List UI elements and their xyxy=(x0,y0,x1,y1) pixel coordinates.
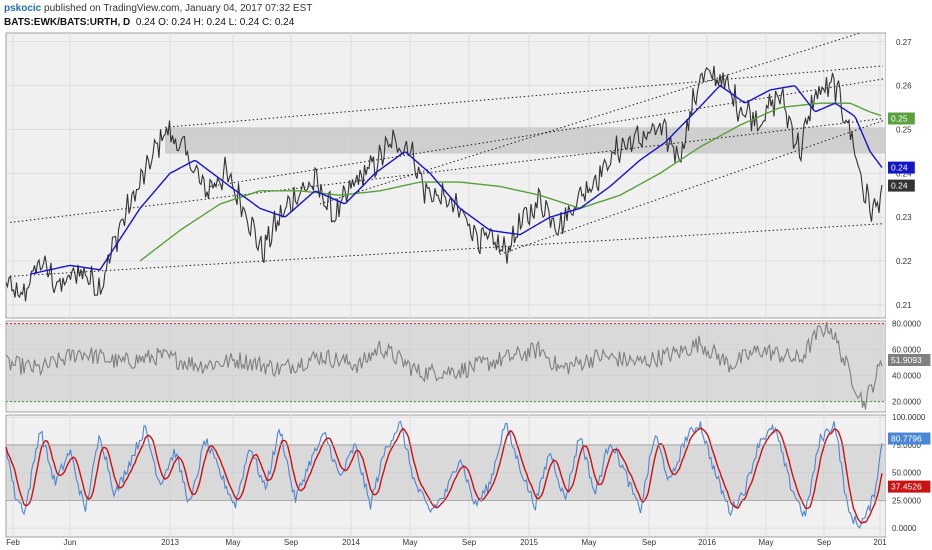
x-tick-label: Feb xyxy=(6,538,20,547)
rsi-y-tick: 60.0000 xyxy=(892,346,921,355)
last-label-stoch-k-bg xyxy=(888,432,931,445)
last-label-stoch-k: 80.7796 xyxy=(891,434,922,444)
publish-header: pskocic published on TradingView.com, Ja… xyxy=(4,3,312,14)
last-label-stoch-d: 37.4526 xyxy=(891,482,922,492)
author-link[interactable]: pskocic xyxy=(4,3,42,14)
trendlines xyxy=(9,32,884,277)
last-label-price-bg xyxy=(888,179,915,192)
reference-lines xyxy=(6,323,886,501)
last-label-stoch-d-bg xyxy=(888,480,931,493)
trendline xyxy=(164,65,884,128)
price-y-tick: 0.26 xyxy=(896,82,912,91)
published-text: published on TradingView.com, January 04… xyxy=(44,3,313,14)
symbol-header: BATS:EWK/BATS:URTH, D 0.24 O: 0.24 H: 0.… xyxy=(4,17,294,28)
x-tick-label: Jun xyxy=(64,538,77,547)
x-tick-label: Sep xyxy=(284,538,299,547)
price-y-tick: 0.24 xyxy=(896,169,912,178)
axes: Feb Jun 2013 May Sep 2014 May Sep 2015 May Sep 2016… xyxy=(6,38,926,547)
price-y-tick: 0.21 xyxy=(896,301,912,310)
stoch-d-line xyxy=(5,427,883,524)
rsi-y-tick: 40.0000 xyxy=(892,372,921,381)
last-label-price: 0.24 xyxy=(891,181,908,191)
slow-ma-line xyxy=(139,102,882,262)
price-y-tick: 0.22 xyxy=(896,257,912,266)
last-label-rsi: 51.9093 xyxy=(891,355,922,365)
trendline xyxy=(319,32,861,205)
last-label-ma-slow-bg xyxy=(888,112,915,125)
last-label-ma-slow: 0.25 xyxy=(891,114,908,124)
x-tick-label: Sep xyxy=(462,538,477,547)
x-tick-label: 201 xyxy=(873,538,887,547)
stoch-y-tick: 25.0000 xyxy=(892,496,921,505)
price-y-tick: 0.23 xyxy=(896,213,912,222)
ohlc-values: 0.24 O: 0.24 H: 0.24 L: 0.24 C: 0.24 xyxy=(135,17,295,28)
x-tick-label: 2015 xyxy=(520,538,538,547)
price-axis-strip xyxy=(886,33,932,537)
stoch-y-tick: 75.0000 xyxy=(892,441,921,450)
x-tick-label: Sep xyxy=(642,538,657,547)
price-panel xyxy=(5,32,887,319)
rsi-y-tick: 80.0000 xyxy=(892,320,921,329)
trendline xyxy=(9,223,884,277)
stoch-y-tick: 50.0000 xyxy=(892,469,921,478)
stoch-y-tick: 0.0000 xyxy=(892,524,917,533)
stoch-y-tick: 100.0000 xyxy=(892,413,926,422)
price-y-tick: 0.27 xyxy=(896,38,912,47)
symbol-name: BATS:EWK/BATS:URTH, D xyxy=(4,17,131,28)
x-tick-label: Sep xyxy=(817,538,832,547)
trendline xyxy=(9,118,884,223)
x-tick-label: 2013 xyxy=(161,538,179,547)
price-y-tick: 0.25 xyxy=(896,125,912,134)
series-lines xyxy=(5,65,883,529)
x-tick-label: May xyxy=(402,538,417,547)
last-label-rsi-bg xyxy=(888,354,931,366)
rsi-band xyxy=(6,323,886,402)
price-line xyxy=(5,65,883,302)
fast-ma-line xyxy=(29,84,883,275)
x-tick-label: May xyxy=(758,538,773,547)
rsi-y-tick: 20.0000 xyxy=(892,398,921,407)
stoch-band xyxy=(6,444,886,501)
rsi-line xyxy=(5,322,883,410)
last-label-ma-fast-bg xyxy=(888,161,915,174)
x-tick-label: May xyxy=(225,538,240,547)
resistance-band xyxy=(6,127,886,501)
x-tick-label: May xyxy=(581,538,596,547)
last-label-ma-fast: 0.24 xyxy=(891,163,908,173)
resistance-zone xyxy=(165,127,886,154)
x-tick-label: 2016 xyxy=(698,538,716,547)
x-tick-label: 2014 xyxy=(342,538,360,547)
